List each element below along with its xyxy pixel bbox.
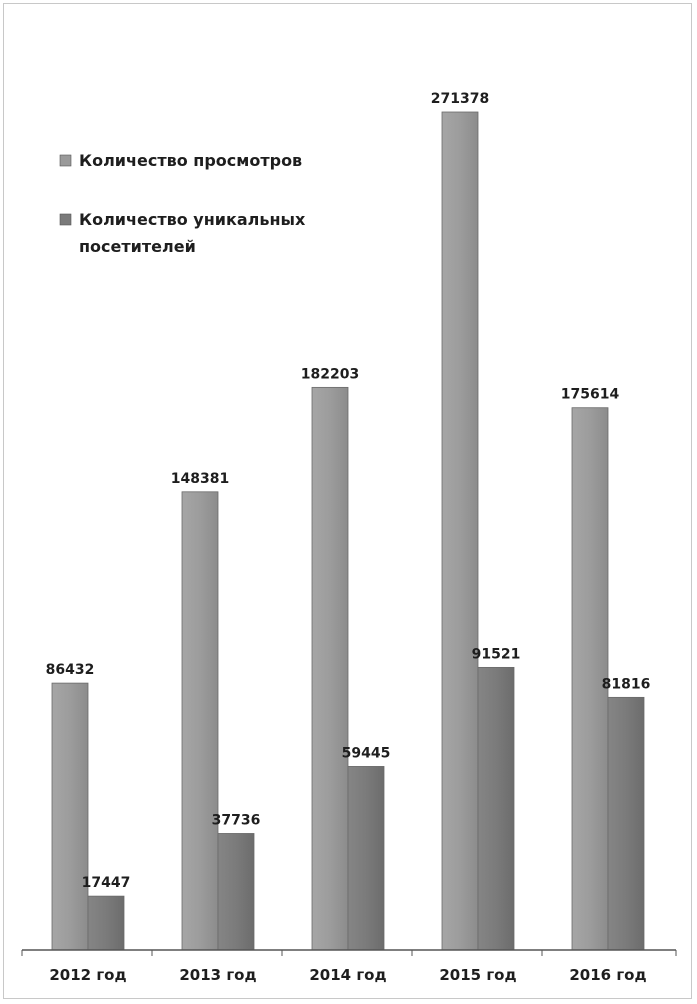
legend-label-1-line-1: Количество просмотров bbox=[79, 151, 302, 170]
data-label-series2-3: 59445 bbox=[342, 745, 391, 761]
bar-series2-5 bbox=[607, 696, 645, 951]
bar-series2-2 bbox=[217, 833, 255, 951]
x-tick-label-4: 2015 год bbox=[439, 966, 516, 984]
data-label-series2-4: 91521 bbox=[472, 646, 521, 662]
data-label-series2-1: 17447 bbox=[82, 875, 131, 891]
x-tick-label-1: 2012 год bbox=[49, 966, 126, 984]
x-tick-label-2: 2013 год bbox=[179, 966, 256, 984]
data-label-series1-2: 148381 bbox=[171, 471, 229, 487]
bar-series1-5 bbox=[571, 407, 609, 951]
x-tick-label-3: 2014 год bbox=[309, 966, 386, 984]
data-label-series1-5: 175614 bbox=[561, 387, 620, 403]
data-label-series2-5: 81816 bbox=[602, 676, 651, 692]
bar-series1-3 bbox=[311, 386, 349, 951]
legend-label-2-line-2: посетителей bbox=[79, 237, 196, 256]
data-label-series1-4: 271378 bbox=[431, 91, 489, 107]
data-label-series1-1: 86432 bbox=[46, 662, 95, 678]
bar-series1-2 bbox=[181, 491, 219, 951]
data-label-series2-2: 37736 bbox=[212, 812, 261, 828]
x-tick-label-5: 2016 год bbox=[569, 966, 646, 984]
bar-series2-4 bbox=[477, 666, 515, 951]
legend-swatch-2 bbox=[59, 213, 72, 226]
bar-series1-1 bbox=[51, 682, 89, 951]
bar-series1-4 bbox=[441, 111, 479, 951]
data-label-series1-3: 182203 bbox=[301, 366, 359, 382]
bar-series2-3 bbox=[347, 766, 385, 951]
legend-swatch-1 bbox=[59, 154, 72, 167]
bar-series2-1 bbox=[87, 895, 125, 951]
legend-label-2-line-1: Количество уникальных bbox=[79, 210, 306, 229]
